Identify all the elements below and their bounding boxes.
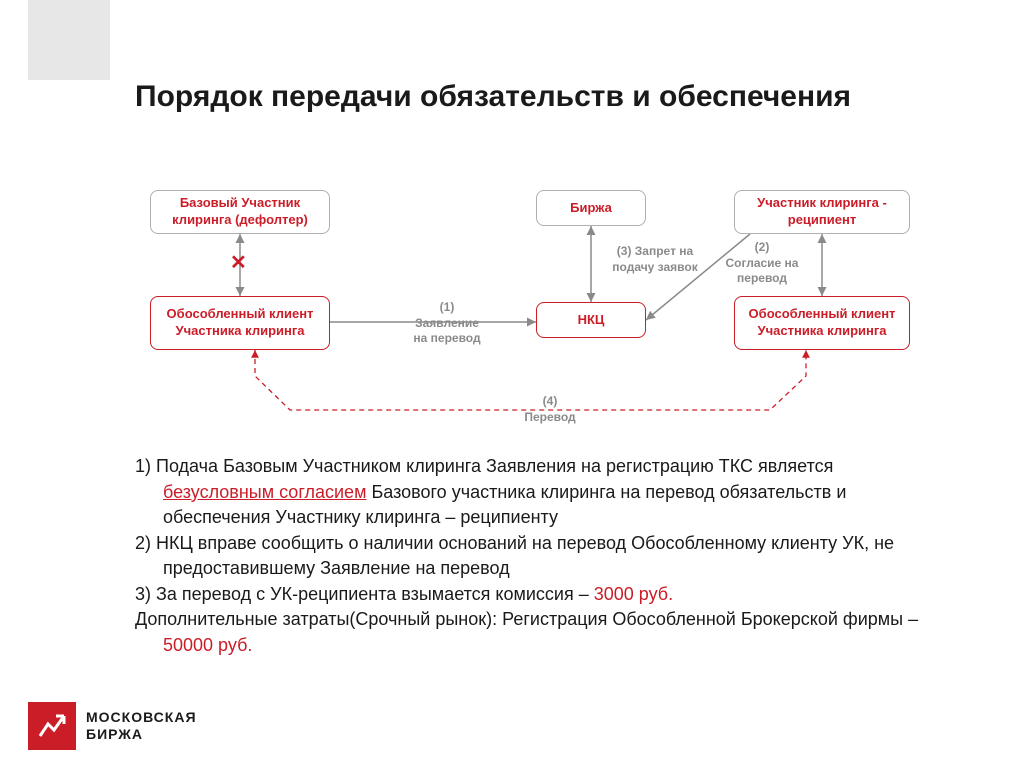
logo-line1: МОСКОВСКАЯ: [86, 709, 197, 726]
logo-text: МОСКОВСКАЯ БИРЖА: [86, 709, 197, 743]
list-item: 1) Подача Базовым Участником клиринга За…: [135, 454, 935, 531]
node-client_left: Обособленный клиент Участника клиринга: [150, 296, 330, 350]
node-client_right: Обособленный клиент Участника клиринга: [734, 296, 910, 350]
logo: МОСКОВСКАЯ БИРЖА: [28, 702, 197, 750]
list-item: 2) НКЦ вправе сообщить о наличии основан…: [135, 531, 935, 582]
body-text: 1) Подача Базовым Участником клиринга За…: [135, 454, 935, 658]
node-base_participant: Базовый Участник клиринга (дефолтер): [150, 190, 330, 234]
node-recipient: Участник клиринга - реципиент: [734, 190, 910, 234]
extra-line: Дополнительные затраты(Срочный рынок): Р…: [135, 607, 935, 658]
node-nkc: НКЦ: [536, 302, 646, 338]
edge-label-e_transfer: (4)Перевод: [510, 394, 590, 425]
list-item: 3) За перевод с УК-реципиента взымается …: [135, 582, 935, 608]
edge-label-e_nkc_exchange: (3) Запрет наподачу заявок: [600, 244, 710, 275]
edge-label-e_client_nkc: (1)Заявлениена перевод: [402, 300, 492, 347]
flow-diagram: Базовый Участник клиринга (дефолтер) Бирж…: [130, 190, 930, 450]
logo-line2: БИРЖА: [86, 726, 197, 743]
header-stripe: [28, 0, 110, 80]
node-exchange: Биржа: [536, 190, 646, 226]
cross-icon: ✕: [230, 250, 247, 275]
page-title: Порядок передачи обязательств и обеспече…: [135, 78, 895, 116]
edge-label-e_recipient_nkc: (2)Согласие наперевод: [712, 240, 812, 287]
logo-mark-icon: [28, 702, 76, 750]
